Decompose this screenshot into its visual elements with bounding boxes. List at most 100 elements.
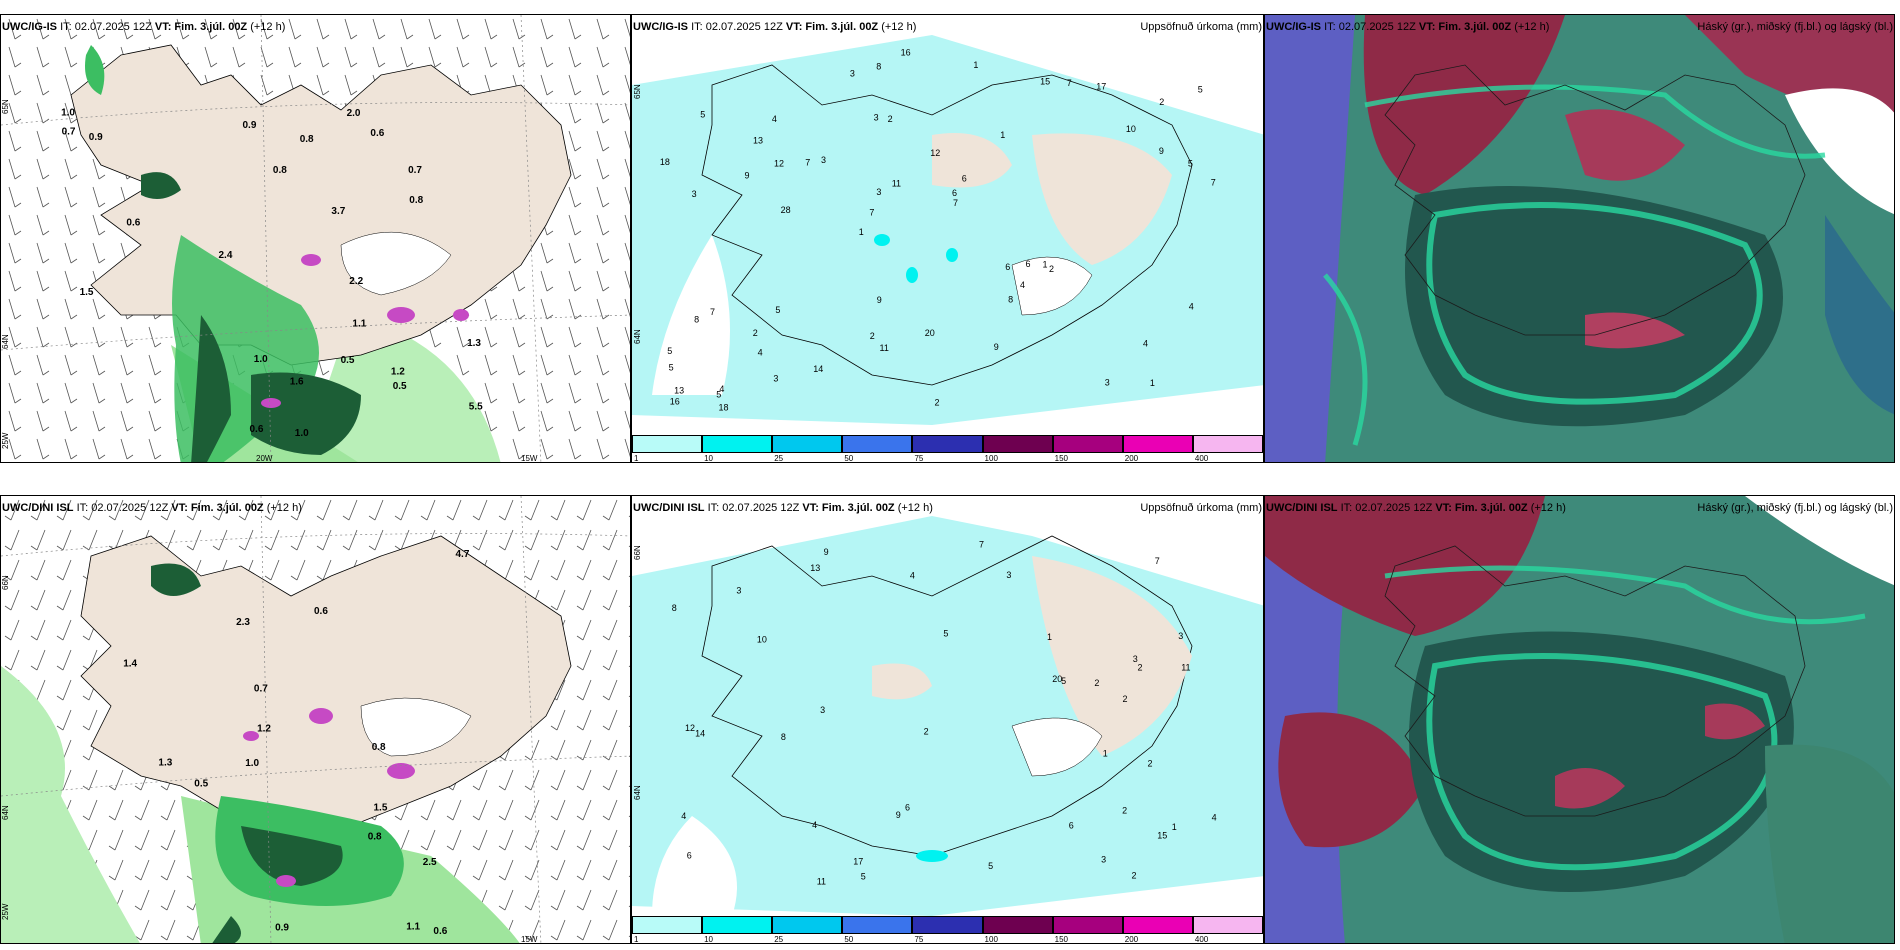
panel-wind-bottom: 66N 64N 25W 15W 0.7 0.6 1.5 0.9 0.8 1.0 0.5 1.2… [0, 495, 631, 944]
map-value-label: 20 [925, 328, 935, 338]
panel-wind-top: 65N 64N 20W 15W 25W 0.8 0.5 1.0 0.7 0.6 0.9 1.… [0, 14, 631, 463]
map-value-label: 2.4 [219, 250, 233, 261]
map-value-label: 3 [874, 113, 879, 123]
map-value-label: 1 [1103, 749, 1108, 759]
panel-title-wind-bottom: UWC/DINI ISL IT: 02.07.2025 12Z VT: Fim.… [2, 502, 302, 514]
map-value-label: 2 [1123, 694, 1128, 704]
iceland-outline [1384, 545, 1806, 817]
map-value-label: 0.8 [300, 134, 314, 145]
map-value-label: 6 [952, 188, 957, 198]
map-cloud-bottom [1265, 496, 1894, 943]
map-value-label: 1.6 [290, 376, 304, 387]
map-cloud-top [1265, 15, 1894, 462]
map-value-label: 8 [1008, 294, 1013, 304]
map-value-label: 3 [821, 155, 826, 165]
map-value-label: 7 [1067, 78, 1072, 88]
map-value-label: 20 [1052, 674, 1062, 684]
map-value-label: 1 [1172, 822, 1177, 832]
map-value-label: 7 [869, 208, 874, 218]
colorbar-cell [702, 435, 773, 453]
map-value-label: 11 [1181, 662, 1190, 672]
wind-labels-top: 0.8 0.5 1.0 0.7 0.6 0.9 1.0 2.0 0.6 1.5 1.2 0.8 2.2 0… [61, 108, 483, 439]
map-value-label: 2.0 [347, 108, 361, 119]
map-value-label: 16 [901, 48, 911, 58]
colorbar-tick-label: 75 [914, 454, 924, 463]
map-value-label: 15 [1157, 830, 1167, 840]
iceland-landmass [701, 64, 1193, 386]
map-value-label: 8 [781, 732, 786, 742]
map-value-label: 0.6 [250, 424, 264, 435]
svg-text:20W: 20W [256, 454, 273, 463]
map-value-label: 2 [1148, 759, 1153, 769]
map-value-label: 0.9 [243, 120, 257, 131]
map-value-label: 1.0 [245, 758, 259, 769]
map-value-label: 0.5 [393, 381, 407, 392]
map-value-label: 0.6 [126, 218, 140, 229]
map-value-label: 0.5 [341, 355, 355, 366]
svg-text:64N: 64N [633, 329, 642, 344]
colorbar-tick-label: 1 [634, 935, 639, 944]
map-value-label: 12 [774, 158, 784, 168]
colorbar-tick-label: 1 [634, 454, 639, 463]
map-value-label: 1.4 [123, 659, 137, 670]
colorbar-cell [912, 916, 983, 934]
map-value-label: 0.8 [372, 742, 386, 753]
svg-text:25W: 25W [1, 432, 10, 449]
map-value-label: 1 [1047, 632, 1052, 642]
colorbar-tick-label: 100 [984, 454, 998, 463]
colorbar-cell [1052, 435, 1123, 453]
map-value-label: 6 [1026, 259, 1031, 269]
map-value-label: 3 [736, 586, 741, 596]
colorbar-tick-label: 200 [1124, 935, 1139, 944]
map-value-label: 28 [781, 205, 791, 215]
map-value-label: 5 [861, 871, 866, 881]
map-value-label: 5 [1061, 676, 1066, 686]
map-value-label: 3 [773, 373, 778, 383]
map-value-label: 13 [753, 136, 763, 146]
colorbar-tick-label: 50 [844, 454, 854, 463]
map-value-label: 2.5 [423, 857, 437, 868]
map-value-label: 2 [1159, 97, 1164, 107]
map-value-label: 7 [710, 307, 715, 317]
map-value-label: 5 [669, 362, 674, 372]
svg-text:15W: 15W [521, 935, 538, 944]
colorbar-tick-label: 10 [704, 935, 714, 944]
map-value-label: 17 [853, 856, 863, 866]
map-value-label: 2 [888, 114, 893, 124]
map-value-label: 5 [775, 305, 780, 315]
map-value-label: 5 [988, 861, 993, 871]
map-value-label: 4 [758, 347, 763, 357]
map-value-label: 5 [1188, 159, 1193, 169]
svg-text:64N: 64N [1, 805, 10, 820]
map-value-label: 2 [870, 331, 875, 341]
map-value-label: 14 [813, 364, 823, 374]
map-wind-bottom: 66N 64N 25W 15W 0.7 0.6 1.5 0.9 0.8 1.0 0.5 1.2… [1, 496, 630, 944]
map-value-label: 11 [892, 178, 901, 188]
colorbar-cell [1122, 916, 1193, 934]
map-value-label: 1.0 [254, 354, 268, 365]
map-value-label: 3 [1101, 855, 1106, 865]
map-value-label: 16 [670, 397, 680, 407]
colorbar-cell [772, 916, 843, 934]
map-value-label: 0.5 [194, 779, 208, 790]
map-value-label: 3.7 [331, 206, 345, 217]
map-value-label: 18 [719, 403, 729, 413]
map-value-label: 1 [859, 227, 864, 237]
map-value-label: 0.6 [314, 606, 328, 617]
map-value-label: 6 [1069, 820, 1074, 830]
map-value-label: 3 [850, 68, 855, 78]
iceland-outline [1384, 64, 1806, 336]
map-value-label: 4 [719, 384, 724, 394]
iceland-landmass [80, 535, 572, 827]
colorbar-tick-label: 25 [774, 454, 784, 463]
map-value-label: 2.3 [236, 617, 250, 628]
map-value-label: 0.7 [408, 165, 422, 176]
map-value-label: 0.8 [368, 832, 382, 843]
map-value-label: 9 [994, 342, 999, 352]
panel-cloud-top [1264, 14, 1895, 463]
map-value-label: 9 [896, 810, 901, 820]
wind-labels-bottom: 0.7 0.6 1.5 0.9 0.8 1.0 0.5 1.2 1.1 1.3 2.3 1.4 0.6 4… [123, 549, 470, 937]
precip-labels-top: 1321143127354262587697234155341279835613… [660, 48, 1216, 413]
panel-cloud-bottom [1264, 495, 1895, 944]
map-value-label: 7 [805, 158, 810, 168]
